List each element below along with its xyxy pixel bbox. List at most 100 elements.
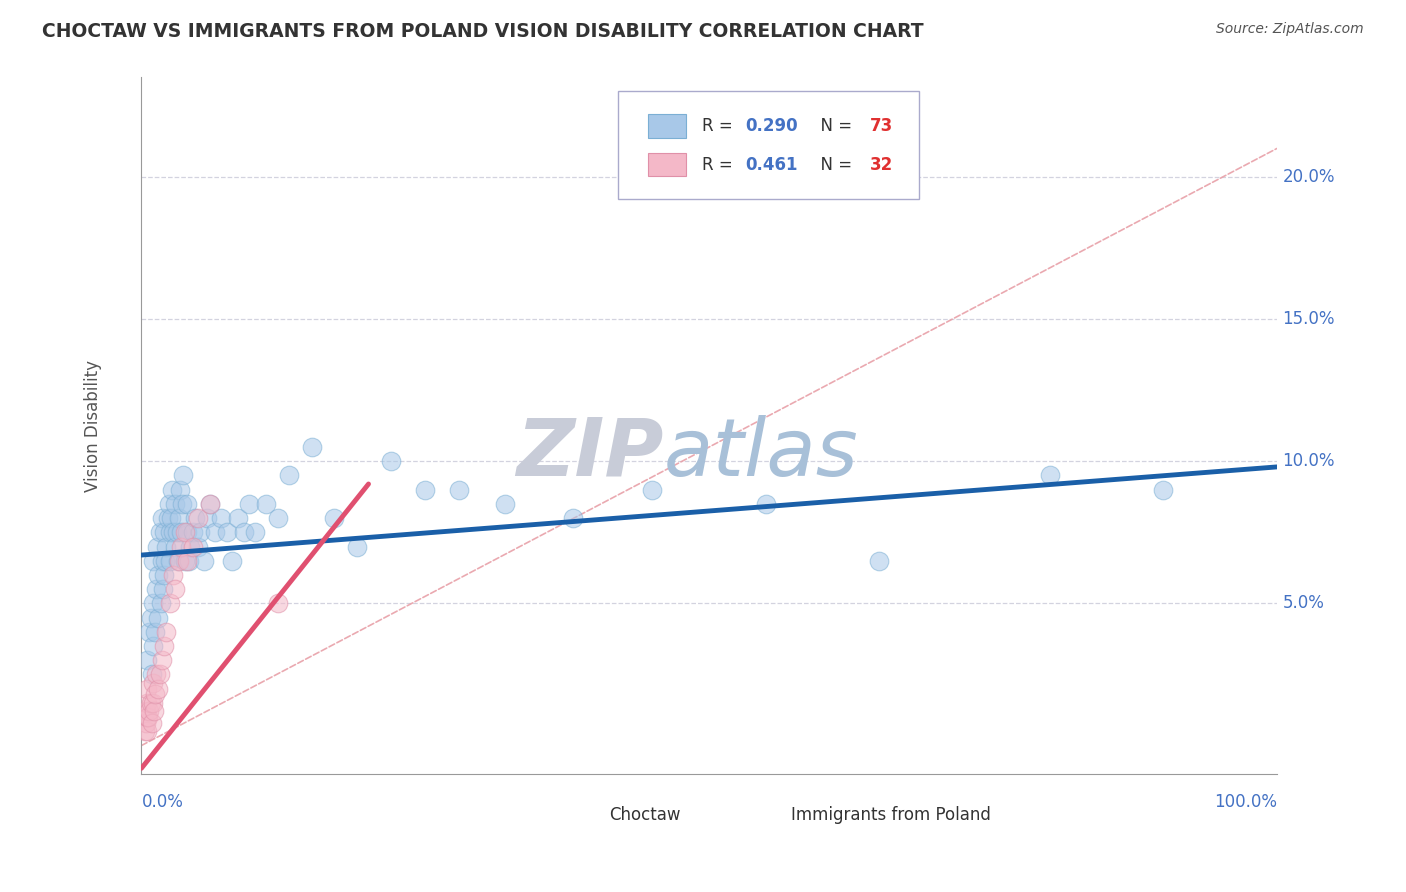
Text: 100.0%: 100.0% xyxy=(1213,794,1277,812)
Point xyxy=(166,554,188,568)
Point xyxy=(232,525,254,540)
Point xyxy=(179,554,201,568)
Text: 0.290: 0.290 xyxy=(745,117,799,136)
Point xyxy=(176,497,198,511)
Point xyxy=(179,540,201,554)
Point xyxy=(266,511,288,525)
Point xyxy=(167,554,190,568)
Point xyxy=(134,724,156,739)
FancyBboxPatch shape xyxy=(619,91,920,199)
Point xyxy=(172,468,194,483)
Point xyxy=(143,624,166,639)
Point xyxy=(153,568,176,582)
Point xyxy=(173,554,195,568)
Point xyxy=(755,497,778,511)
Point xyxy=(136,724,159,739)
Point xyxy=(146,540,169,554)
Point xyxy=(145,582,167,597)
Point xyxy=(323,511,346,525)
Point xyxy=(380,454,402,468)
Point xyxy=(198,497,221,511)
Point xyxy=(1039,468,1062,483)
Point xyxy=(155,624,177,639)
Point xyxy=(166,525,188,540)
Point xyxy=(868,554,890,568)
Point xyxy=(1152,483,1174,497)
Point xyxy=(155,554,177,568)
Point xyxy=(162,568,184,582)
Point xyxy=(278,468,301,483)
Point xyxy=(195,511,218,525)
Point xyxy=(204,525,226,540)
Point xyxy=(152,582,174,597)
Point xyxy=(141,715,163,730)
Point xyxy=(641,483,664,497)
Text: 5.0%: 5.0% xyxy=(1282,594,1324,613)
Point xyxy=(176,525,198,540)
Point xyxy=(160,511,183,525)
Point xyxy=(148,610,170,624)
Text: ZIP: ZIP xyxy=(516,415,664,492)
Point xyxy=(209,511,232,525)
Point xyxy=(449,483,471,497)
Point xyxy=(176,554,198,568)
Point xyxy=(190,525,212,540)
Point xyxy=(159,525,181,540)
Point xyxy=(170,540,193,554)
Point xyxy=(169,483,191,497)
Point xyxy=(162,525,184,540)
FancyBboxPatch shape xyxy=(648,153,686,177)
Point xyxy=(142,696,165,710)
Point xyxy=(221,554,243,568)
Point xyxy=(181,540,204,554)
Point xyxy=(215,525,238,540)
Point xyxy=(167,511,190,525)
Text: 0.461: 0.461 xyxy=(745,155,799,174)
Point xyxy=(136,653,159,667)
Point xyxy=(136,696,159,710)
Point xyxy=(187,540,209,554)
Text: Choctaw: Choctaw xyxy=(609,806,681,824)
Point xyxy=(153,525,176,540)
Point xyxy=(138,705,160,719)
Point xyxy=(149,667,172,681)
Point xyxy=(157,497,180,511)
Point xyxy=(136,710,159,724)
Point xyxy=(150,554,173,568)
Point xyxy=(226,511,249,525)
Point xyxy=(254,497,277,511)
Text: 0.0%: 0.0% xyxy=(142,794,183,812)
Point xyxy=(153,639,176,653)
Point xyxy=(135,715,157,730)
Point xyxy=(238,497,260,511)
Text: R =: R = xyxy=(703,117,738,136)
Text: R =: R = xyxy=(703,155,738,174)
Point xyxy=(346,540,368,554)
Point xyxy=(243,525,266,540)
Point xyxy=(148,568,170,582)
Point xyxy=(170,525,193,540)
FancyBboxPatch shape xyxy=(572,805,602,825)
Point xyxy=(142,554,165,568)
Point xyxy=(173,525,195,540)
Point xyxy=(148,681,170,696)
Text: 20.0%: 20.0% xyxy=(1282,168,1334,186)
Point xyxy=(139,610,162,624)
Point xyxy=(413,483,436,497)
Point xyxy=(149,525,172,540)
Text: N =: N = xyxy=(810,155,858,174)
Point xyxy=(187,511,209,525)
Point xyxy=(198,497,221,511)
FancyBboxPatch shape xyxy=(754,805,785,825)
Point xyxy=(181,525,204,540)
Point xyxy=(266,596,288,610)
Point xyxy=(138,624,160,639)
Point xyxy=(156,511,179,525)
Text: N =: N = xyxy=(810,117,858,136)
Text: Vision Disability: Vision Disability xyxy=(84,359,101,491)
Point xyxy=(561,511,583,525)
Point xyxy=(165,497,187,511)
Text: CHOCTAW VS IMMIGRANTS FROM POLAND VISION DISABILITY CORRELATION CHART: CHOCTAW VS IMMIGRANTS FROM POLAND VISION… xyxy=(42,22,924,41)
Point xyxy=(159,596,181,610)
Point xyxy=(301,440,323,454)
